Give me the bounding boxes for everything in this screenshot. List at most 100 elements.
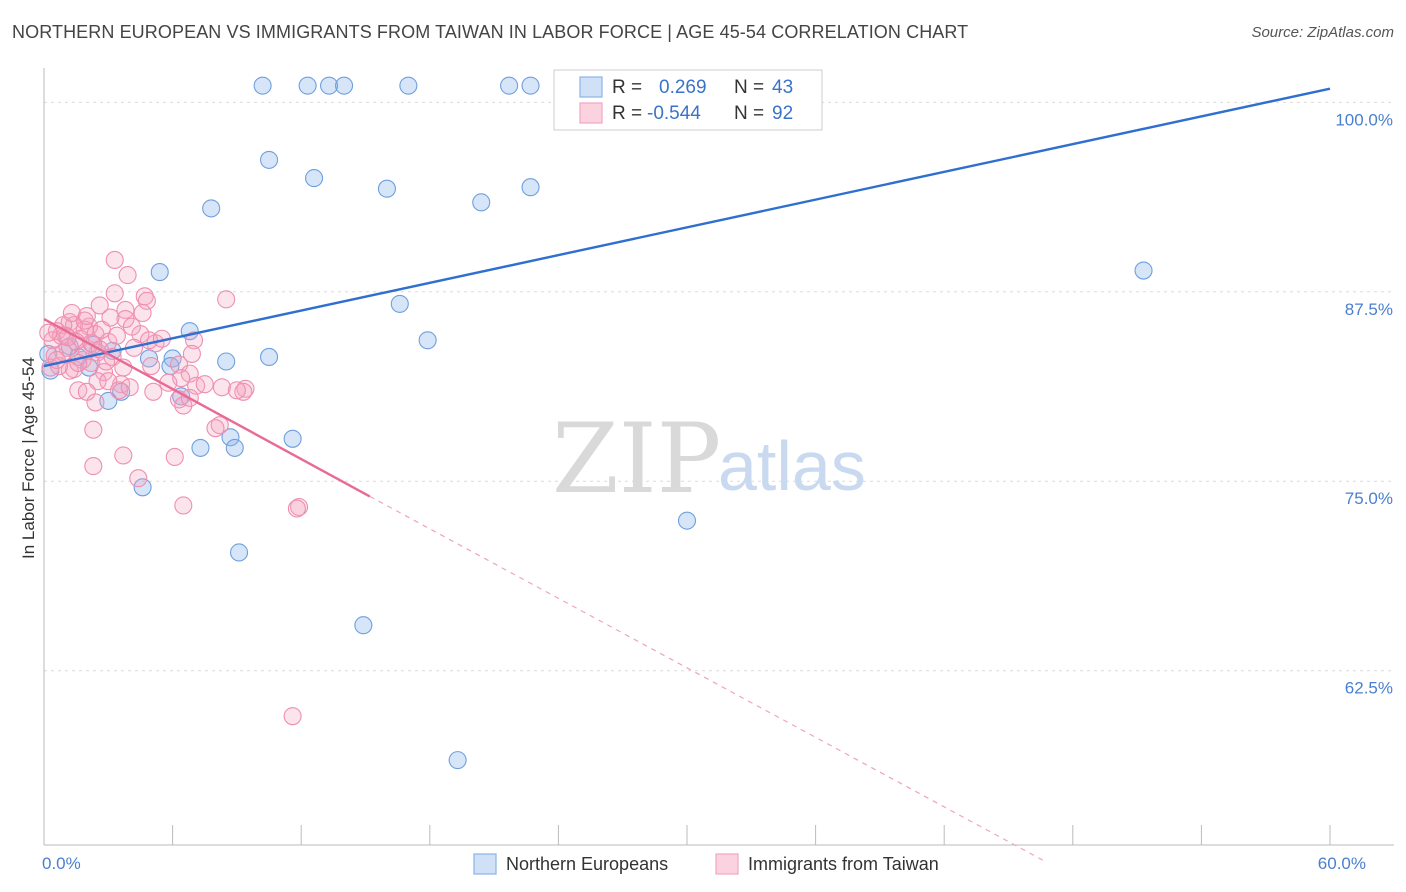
- point-immigrants-taiwan: [105, 250, 124, 269]
- y-tick-labels: 100.0% 87.5% 75.0% 62.5%: [1335, 110, 1393, 697]
- point-northern-europeans: [221, 428, 240, 447]
- point-northern-europeans: [305, 169, 324, 188]
- legend-swatch-northern: [579, 76, 603, 98]
- point-immigrants-taiwan: [234, 382, 253, 401]
- axes: [43, 68, 1394, 846]
- point-northern-europeans: [1134, 261, 1153, 280]
- watermark: ZIP atlas: [552, 403, 866, 515]
- point-northern-europeans: [298, 76, 317, 95]
- x-tick-labels: 0.0% 60.0%: [42, 854, 1366, 873]
- point-northern-europeans: [472, 193, 491, 212]
- legend-r-label-northern: R =: [612, 77, 642, 98]
- point-immigrants-taiwan: [77, 306, 96, 326]
- point-immigrants-taiwan: [287, 499, 306, 518]
- point-immigrants-taiwan: [120, 378, 139, 397]
- point-immigrants-taiwan: [182, 344, 201, 363]
- bottom-legend-swatch-taiwan: [715, 853, 739, 875]
- point-immigrants-taiwan: [109, 381, 129, 400]
- source-label: Source: ZipAtlas.com: [1251, 24, 1394, 41]
- trend-line-immigrants-taiwan: [43, 318, 371, 498]
- point-immigrants-taiwan: [107, 326, 126, 345]
- point-northern-europeans: [335, 76, 354, 95]
- point-immigrants-taiwan: [206, 419, 225, 438]
- point-immigrants-taiwan: [114, 446, 133, 465]
- y-tick-label: 62.5%: [1345, 679, 1393, 698]
- point-northern-europeans: [320, 76, 339, 95]
- point-immigrants-taiwan: [118, 266, 137, 285]
- point-northern-europeans: [521, 178, 540, 197]
- point-immigrants-taiwan: [90, 296, 109, 315]
- point-immigrants-taiwan: [174, 496, 193, 515]
- point-immigrants-taiwan: [47, 350, 66, 370]
- legend-n-value-taiwan: 92: [772, 103, 793, 124]
- scatter-points: [39, 76, 1153, 770]
- legend: R = 0.269 N = 43 R = -0.544 N = 92: [553, 69, 823, 131]
- point-northern-europeans: [139, 349, 159, 368]
- point-immigrants-taiwan: [165, 447, 184, 467]
- point-immigrants-taiwan: [144, 382, 163, 401]
- legend-n-label-taiwan: N =: [734, 103, 764, 124]
- point-immigrants-taiwan: [116, 300, 135, 320]
- point-northern-europeans: [677, 511, 697, 530]
- y-tick-label: 75.0%: [1345, 489, 1393, 508]
- point-northern-europeans: [191, 438, 210, 457]
- trend-line-taiwan-extrapolated: [369, 495, 1044, 861]
- legend-r-label-taiwan: R =: [612, 103, 642, 124]
- point-immigrants-taiwan: [129, 469, 148, 488]
- point-immigrants-taiwan: [195, 375, 214, 394]
- point-northern-europeans: [418, 331, 437, 350]
- point-immigrants-taiwan: [101, 308, 120, 327]
- point-immigrants-taiwan: [283, 707, 302, 726]
- bottom-legend: Northern Europeans Immigrants from Taiwa…: [473, 853, 939, 875]
- point-immigrants-taiwan: [39, 323, 58, 342]
- y-tick-label: 87.5%: [1345, 300, 1393, 319]
- legend-r-value-northern: 0.269: [659, 77, 707, 98]
- legend-swatch-taiwan: [579, 102, 603, 124]
- x-tick-label: 0.0%: [42, 854, 81, 873]
- point-immigrants-taiwan: [86, 393, 105, 412]
- point-northern-europeans: [354, 616, 373, 635]
- point-northern-europeans: [377, 179, 396, 198]
- legend-n-value-northern: 43: [772, 77, 793, 98]
- legend-n-label-northern: N =: [734, 77, 764, 98]
- point-immigrants-taiwan: [88, 372, 107, 391]
- point-northern-europeans: [202, 199, 221, 218]
- point-northern-europeans: [500, 76, 519, 95]
- point-immigrants-taiwan: [142, 356, 161, 376]
- point-northern-europeans: [133, 478, 152, 497]
- point-northern-europeans: [253, 76, 272, 95]
- point-immigrants-taiwan: [227, 381, 246, 400]
- bottom-legend-swatch-northern: [473, 853, 497, 875]
- point-northern-europeans: [150, 263, 169, 282]
- point-immigrants-taiwan: [212, 378, 231, 397]
- point-immigrants-taiwan: [184, 331, 204, 350]
- y-tick-label: 100.0%: [1335, 110, 1393, 129]
- point-northern-europeans: [229, 543, 249, 562]
- point-northern-europeans: [521, 76, 540, 95]
- trend-lines: [43, 87, 1331, 861]
- chart-title: NORTHERN EUROPEAN VS IMMIGRANTS FROM TAI…: [12, 22, 969, 42]
- trend-line-northern-europeans: [43, 87, 1331, 368]
- point-northern-europeans: [217, 352, 236, 371]
- point-northern-europeans: [259, 150, 279, 169]
- point-immigrants-taiwan: [122, 317, 141, 336]
- point-immigrants-taiwan: [62, 303, 81, 323]
- point-northern-europeans: [259, 347, 279, 366]
- point-northern-europeans: [448, 751, 467, 770]
- point-immigrants-taiwan: [137, 291, 156, 310]
- point-northern-europeans: [390, 294, 409, 313]
- watermark-zip: ZIP: [552, 403, 721, 515]
- bottom-legend-label-taiwan: Immigrants from Taiwan: [748, 854, 939, 874]
- point-immigrants-taiwan: [116, 310, 135, 329]
- point-immigrants-taiwan: [84, 420, 103, 439]
- legend-r-value-taiwan: -0.544: [647, 103, 701, 124]
- point-northern-europeans: [399, 76, 418, 95]
- point-immigrants-taiwan: [82, 353, 101, 373]
- bottom-legend-label-northern: Northern Europeans: [506, 854, 668, 874]
- point-immigrants-taiwan: [217, 290, 236, 309]
- point-immigrants-taiwan: [133, 303, 152, 323]
- point-northern-europeans: [225, 438, 244, 457]
- point-immigrants-taiwan: [105, 284, 124, 303]
- point-immigrants-taiwan: [174, 396, 193, 415]
